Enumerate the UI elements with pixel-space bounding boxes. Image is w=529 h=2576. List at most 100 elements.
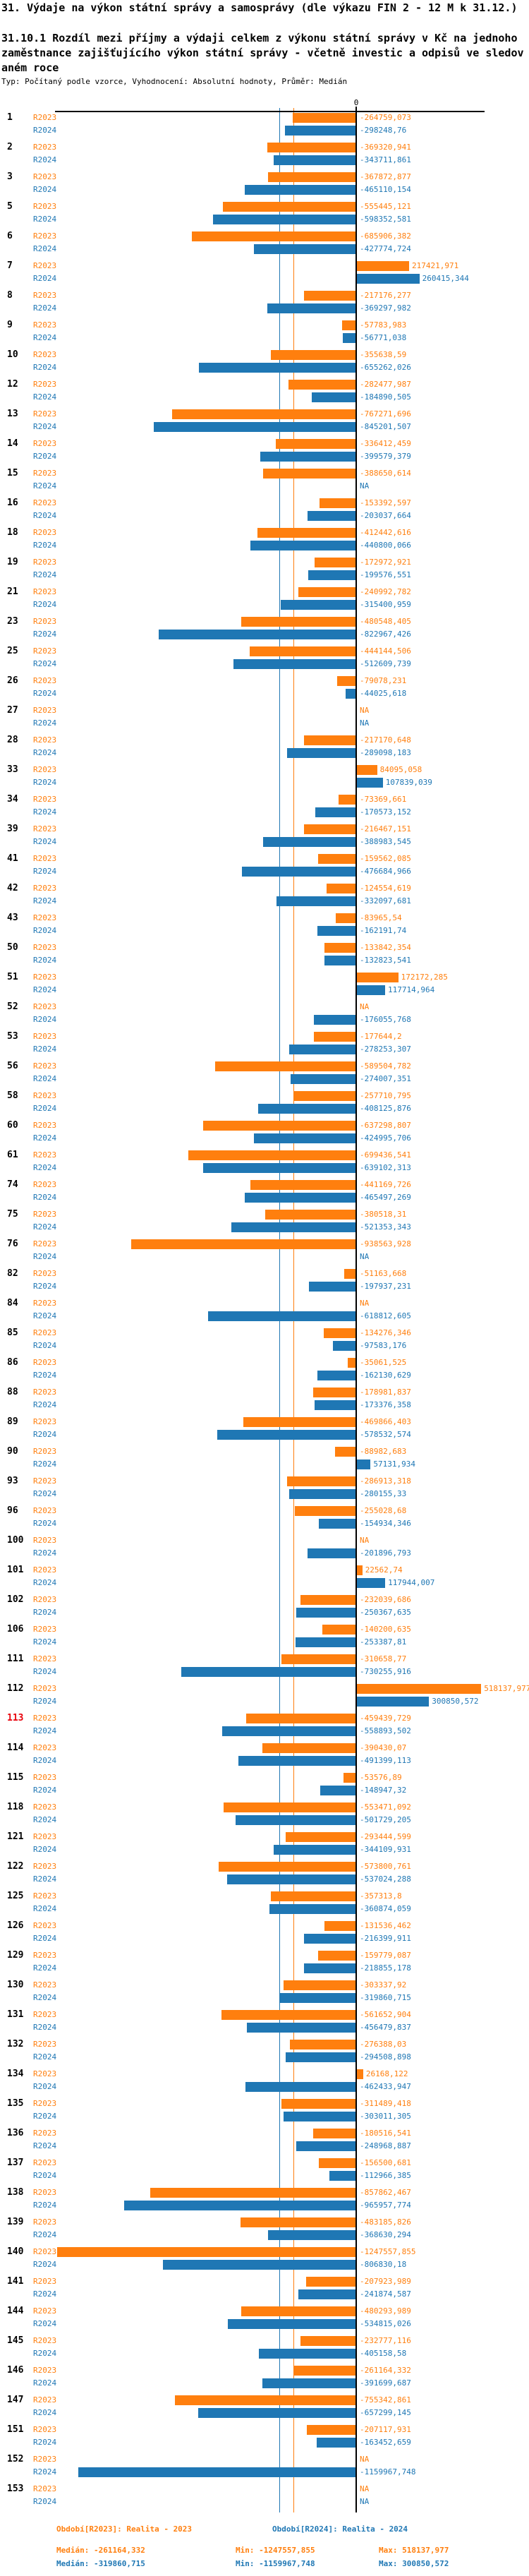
bar-r2023[interactable] <box>287 1476 356 1486</box>
bar-r2024[interactable] <box>259 2349 356 2359</box>
bar-r2023[interactable] <box>218 1862 356 1872</box>
bar-r2024[interactable] <box>308 1548 356 1558</box>
bar-r2023[interactable] <box>172 409 356 419</box>
bar-r2024[interactable] <box>221 1726 356 1736</box>
bar-r2024[interactable] <box>295 1637 356 1647</box>
bar-r2024[interactable] <box>332 1341 356 1351</box>
bar-r2024[interactable] <box>276 896 356 906</box>
bar-r2024[interactable] <box>267 2230 356 2240</box>
bar-r2024[interactable] <box>283 2112 356 2121</box>
bar-r2024[interactable] <box>228 2319 356 2329</box>
bar-r2023[interactable] <box>324 1921 356 1931</box>
bar-r2024[interactable] <box>357 985 385 995</box>
bar-r2024[interactable] <box>227 1874 356 1884</box>
bar-r2023[interactable] <box>270 1891 356 1901</box>
bar-r2023[interactable] <box>348 1358 356 1368</box>
bar-r2024[interactable] <box>288 1489 356 1499</box>
bar-r2023[interactable] <box>257 528 356 538</box>
bar-r2023[interactable] <box>300 1595 356 1605</box>
bar-r2023[interactable] <box>357 973 399 982</box>
bar-r2024[interactable] <box>342 333 356 343</box>
bar-r2023[interactable] <box>317 854 356 864</box>
bar-r2023[interactable] <box>319 498 356 508</box>
bar-r2024[interactable] <box>258 1104 356 1114</box>
bar-r2023[interactable] <box>312 2129 356 2138</box>
bar-r2024[interactable] <box>298 2289 356 2299</box>
bar-r2024[interactable] <box>303 1963 356 1973</box>
bar-r2024[interactable] <box>315 1400 356 1410</box>
bar-r2023[interactable] <box>290 2040 356 2050</box>
bar-r2023[interactable] <box>304 824 356 834</box>
bar-r2024[interactable] <box>357 274 420 284</box>
bar-r2023[interactable] <box>286 1832 356 1842</box>
bar-r2023[interactable] <box>262 469 356 479</box>
bar-r2023[interactable] <box>318 2158 356 2168</box>
bar-r2024[interactable] <box>289 1045 356 1054</box>
bar-r2024[interactable] <box>236 1815 356 1825</box>
bar-r2024[interactable] <box>181 1667 356 1677</box>
bar-r2023[interactable] <box>223 1802 356 1812</box>
bar-r2023[interactable] <box>293 2366 356 2376</box>
bar-r2024[interactable] <box>238 1756 356 1766</box>
bar-r2023[interactable] <box>292 113 356 123</box>
bar-r2023[interactable] <box>339 795 356 805</box>
bar-r2023[interactable] <box>315 558 356 567</box>
bar-r2024[interactable] <box>250 541 356 550</box>
bar-r2023[interactable] <box>343 1269 356 1279</box>
bar-r2023[interactable] <box>191 231 356 241</box>
bar-r2024[interactable] <box>231 1222 356 1232</box>
bar-r2023[interactable] <box>306 2277 356 2287</box>
bar-r2024[interactable] <box>317 1371 356 1380</box>
bar-r2023[interactable] <box>175 2395 356 2405</box>
bar-r2023[interactable] <box>357 2069 363 2079</box>
bar-r2024[interactable] <box>308 570 356 580</box>
bar-r2024[interactable] <box>267 303 356 313</box>
bar-r2023[interactable] <box>130 1239 356 1249</box>
bar-r2024[interactable] <box>244 185 356 195</box>
bar-r2023[interactable] <box>214 1061 356 1071</box>
bar-r2024[interactable] <box>296 1608 356 1618</box>
bar-r2024[interactable] <box>262 2378 356 2388</box>
bar-r2024[interactable] <box>207 1311 356 1321</box>
bar-r2023[interactable] <box>342 320 356 330</box>
bar-r2023[interactable] <box>294 1091 356 1101</box>
bar-r2023[interactable] <box>357 1565 363 1575</box>
bar-r2024[interactable] <box>286 748 356 758</box>
bar-r2023[interactable] <box>304 735 356 745</box>
bar-r2024[interactable] <box>159 630 356 639</box>
bar-r2023[interactable] <box>295 1506 356 1516</box>
bar-r2024[interactable] <box>284 126 356 136</box>
bar-r2024[interactable] <box>241 867 356 877</box>
bar-r2024[interactable] <box>162 2260 356 2270</box>
bar-r2023[interactable] <box>288 380 356 390</box>
bar-r2023[interactable] <box>249 646 356 656</box>
bar-r2024[interactable] <box>274 155 356 165</box>
bar-r2024[interactable] <box>253 244 356 254</box>
bar-r2024[interactable] <box>245 2082 356 2092</box>
bar-r2024[interactable] <box>290 1074 356 1084</box>
bar-r2024[interactable] <box>269 1904 356 1914</box>
bar-r2023[interactable] <box>275 439 356 449</box>
bar-r2023[interactable] <box>281 1654 356 1664</box>
bar-r2023[interactable] <box>306 2425 356 2435</box>
bar-r2024[interactable] <box>357 1578 386 1588</box>
bar-r2023[interactable] <box>281 2099 356 2109</box>
bar-r2024[interactable] <box>320 1786 356 1795</box>
bar-r2024[interactable] <box>246 2023 356 2033</box>
bar-r2023[interactable] <box>300 2336 356 2346</box>
bar-r2023[interactable] <box>245 1714 356 1723</box>
bar-r2024[interactable] <box>202 1163 356 1173</box>
bar-r2024[interactable] <box>324 956 356 965</box>
bar-r2023[interactable] <box>250 1180 356 1190</box>
bar-r2023[interactable] <box>264 1210 356 1220</box>
bar-r2024[interactable] <box>285 2052 356 2062</box>
bar-r2023[interactable] <box>357 261 409 271</box>
bar-r2024[interactable] <box>308 1282 356 1292</box>
bar-r2023[interactable] <box>223 202 356 212</box>
bar-r2024[interactable] <box>254 1133 356 1143</box>
bar-r2023[interactable] <box>240 2217 356 2227</box>
bar-r2024[interactable] <box>262 837 356 847</box>
bar-r2024[interactable] <box>357 1697 430 1707</box>
bar-r2024[interactable] <box>233 659 356 669</box>
bar-r2024[interactable] <box>346 689 356 699</box>
